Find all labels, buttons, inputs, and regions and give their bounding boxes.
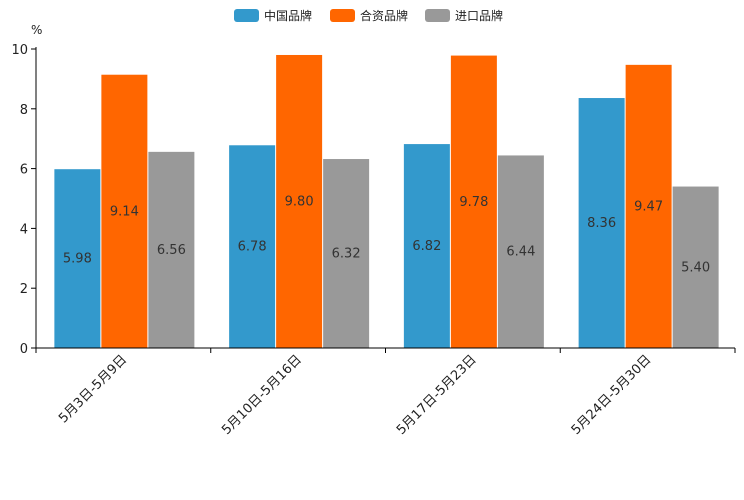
legend-swatch: [234, 9, 259, 22]
bar: [229, 145, 276, 348]
x-tick-label: 5月24日-5月30日: [569, 352, 655, 438]
x-tick-label: 5月10日-5月16日: [219, 352, 305, 438]
y-axis: 0 2 4 6 8 10: [11, 43, 37, 357]
y-tick-label: 2: [20, 282, 28, 297]
legend-swatch: [330, 9, 355, 22]
bar: [101, 74, 148, 349]
y-tick-label: 8: [20, 103, 28, 118]
bar: [403, 144, 450, 348]
data-label: 9.47: [634, 199, 663, 214]
legend-swatch: [425, 9, 450, 22]
data-label: 9.14: [110, 204, 139, 219]
data-label: 9.80: [285, 194, 314, 209]
bar: [323, 159, 370, 348]
data-label: 6.82: [412, 239, 441, 254]
y-tick-label: 0: [20, 342, 28, 357]
bar: [497, 155, 544, 348]
legend-label: 中国品牌: [264, 8, 312, 23]
data-label: 5.40: [681, 260, 710, 275]
bar: [672, 186, 719, 348]
bars: 5.98 9.14 6.56 6.78 9.80 6.32 6.82 9.78 6.44 8.36…: [54, 54, 719, 349]
bar: [276, 54, 323, 348]
y-tick-label: 10: [11, 43, 28, 58]
legend-label: 进口品牌: [455, 9, 503, 23]
legend-label: 合资品牌: [360, 8, 408, 23]
bar: [450, 55, 497, 348]
y-tick-label: 4: [20, 222, 28, 237]
x-tick-label: 5月3日-5月9日: [56, 352, 130, 426]
data-label: 9.78: [459, 195, 488, 210]
x-axis: 5月3日-5月9日 5月10日-5月16日 5月17日-5月23日 5月24日-5月3…: [35, 347, 736, 438]
bar: [625, 64, 672, 349]
data-label: 6.32: [332, 247, 361, 262]
data-label: 6.78: [238, 240, 267, 255]
bar: [578, 98, 625, 348]
data-label: 5.98: [63, 252, 92, 267]
bar: [148, 151, 195, 348]
bar: [54, 169, 101, 348]
y-tick-label: 6: [20, 163, 28, 178]
x-tick-label: 5月17日-5月23日: [394, 352, 480, 438]
legend: 中国品牌 合资品牌 进口品牌: [234, 8, 503, 23]
data-label: 6.44: [506, 245, 535, 260]
y-axis-unit-label: %: [31, 23, 42, 37]
data-label: 8.36: [587, 216, 616, 231]
data-label: 6.56: [157, 243, 186, 258]
